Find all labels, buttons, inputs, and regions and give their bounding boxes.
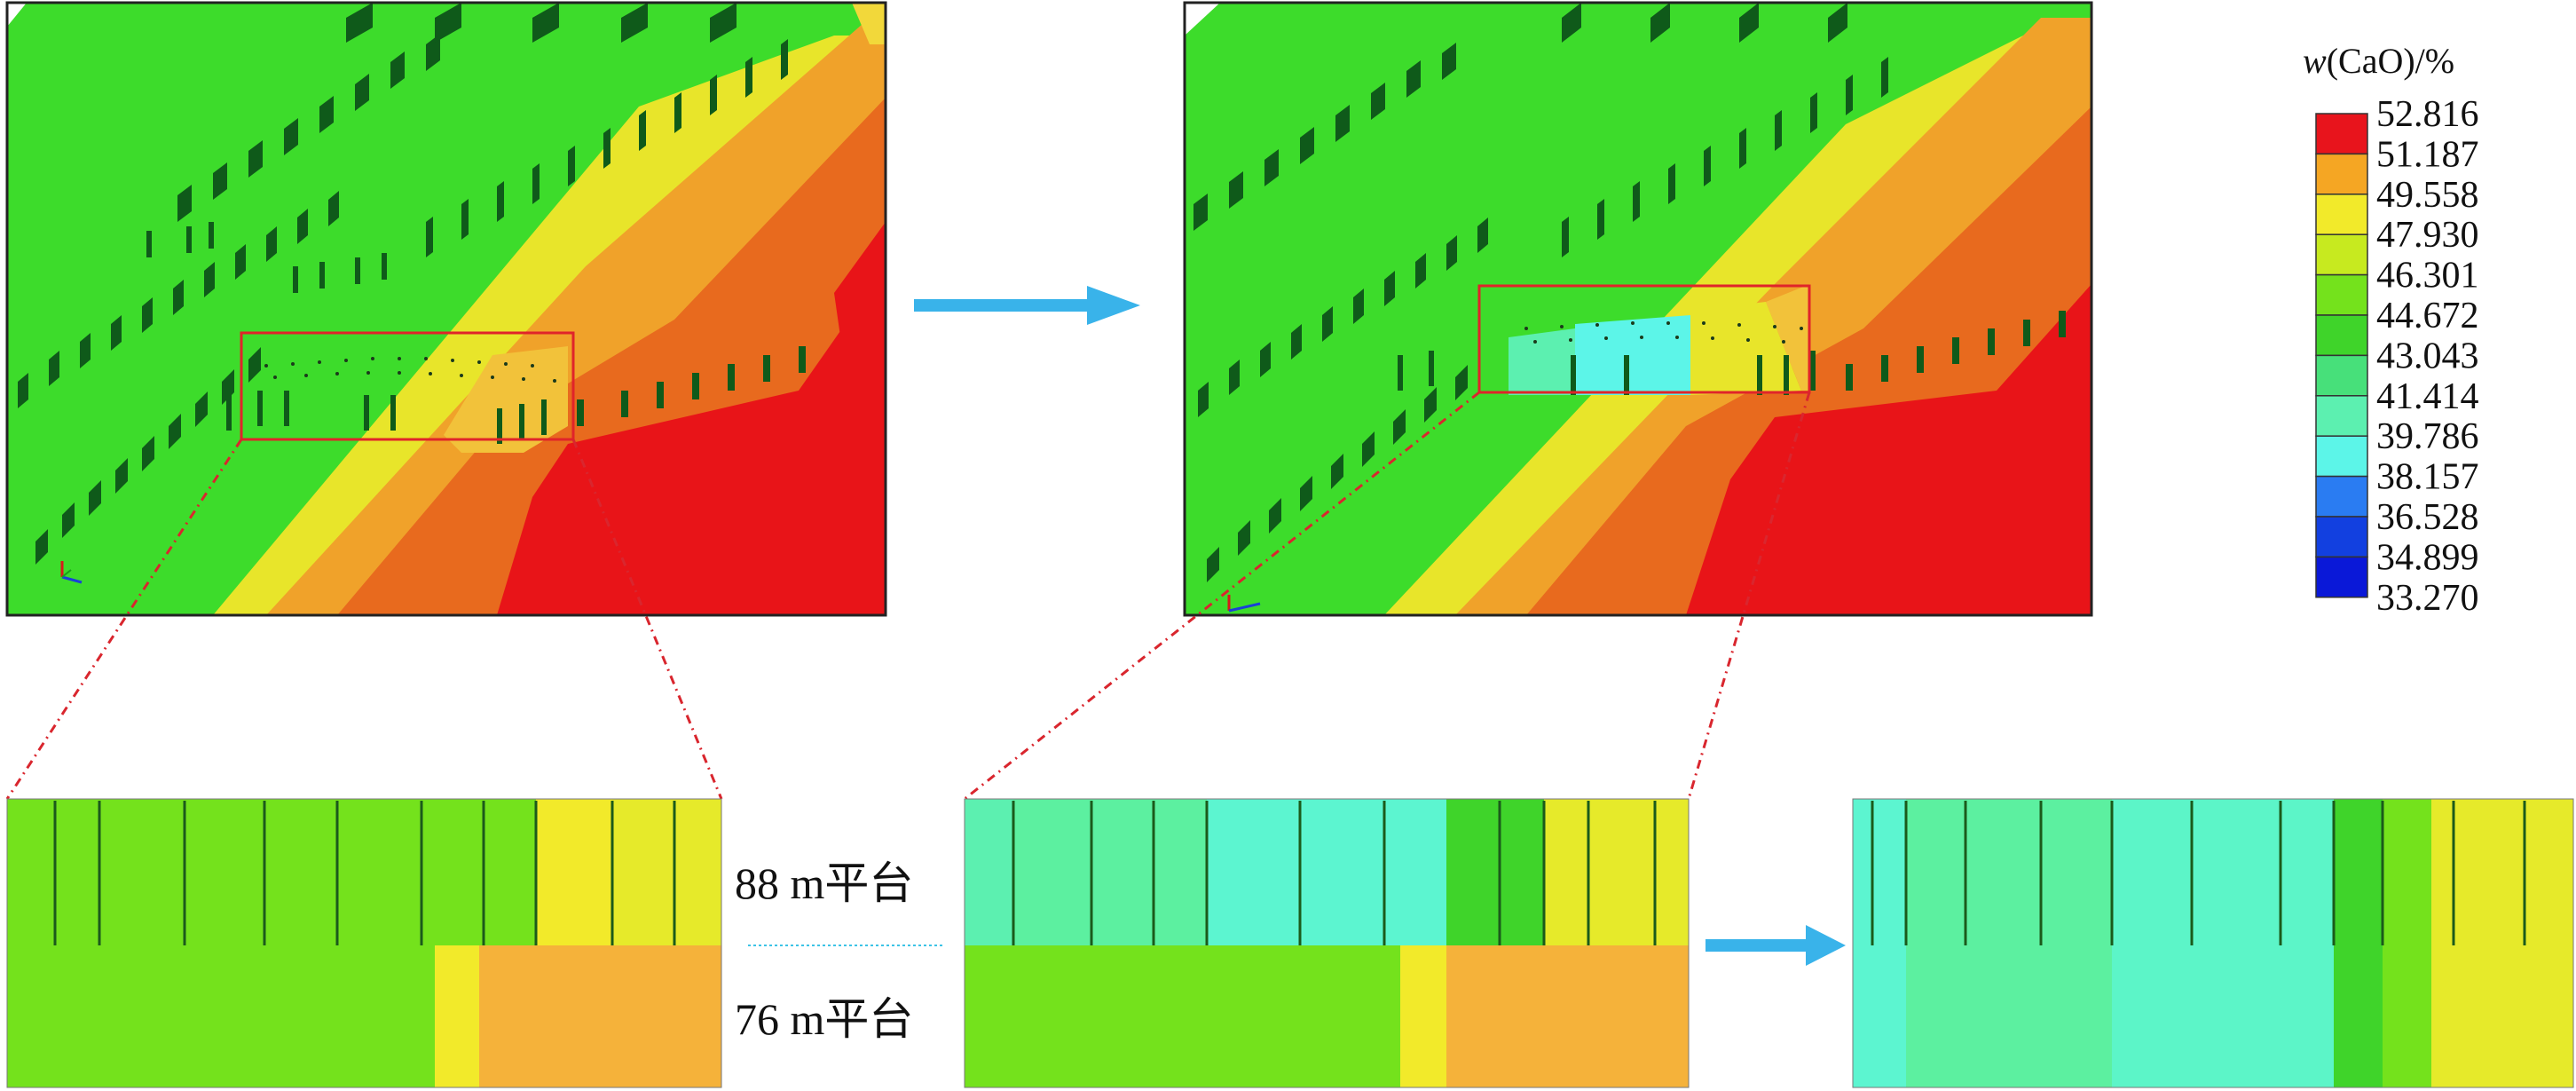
blast-hole-dots (264, 357, 556, 383)
axis-triad-icon (60, 561, 83, 584)
legend-swatch (2315, 475, 2368, 518)
legend-labels: 52.81651.18749.55847.93046.30144.67243.0… (2376, 94, 2479, 619)
borehole-rows (18, 3, 806, 565)
legend-swatch (2315, 556, 2368, 598)
blast-hole-dots (1524, 321, 1803, 344)
bottom-middle-section (964, 798, 1690, 1088)
top-right-model-view (1183, 1, 2093, 617)
legend-label: 36.528 (2376, 497, 2479, 538)
legend-title-var: w (2303, 41, 2327, 81)
legend-label: 52.816 (2376, 94, 2479, 135)
legend-label: 38.157 (2376, 457, 2479, 498)
legend-label: 43.043 (2376, 336, 2479, 376)
blended-region-cyan (1575, 315, 1690, 395)
section-boreholes (53, 801, 676, 945)
legend-swatch (2315, 354, 2368, 397)
blended-region-yellow (1690, 302, 1801, 395)
flow-arrow-top-icon (914, 286, 1140, 325)
section-boreholes (1012, 801, 1657, 945)
axis-triad-icon (1227, 595, 1261, 613)
legend-label: 41.414 (2376, 376, 2479, 417)
stratum-red (1686, 284, 2092, 615)
section-boreholes (1871, 801, 2526, 945)
bench-label-88m: 88 m平台 (735, 858, 913, 908)
legend-title: w(CaO)/% (2303, 41, 2454, 81)
flow-arrow-bottom-icon (1706, 925, 1846, 966)
legend-swatch (2315, 194, 2368, 235)
legend-swatch (2315, 516, 2368, 558)
legend-title-rest: (CaO)/% (2327, 41, 2454, 81)
legend-label: 33.270 (2376, 578, 2479, 619)
legend-label: 51.187 (2376, 134, 2479, 175)
legend-swatch (2315, 233, 2368, 276)
legend-swatch (2315, 395, 2368, 437)
highlight-box-right (1477, 284, 1811, 394)
legend-swatch (2315, 113, 2368, 155)
legend-swatch (2315, 273, 2368, 316)
legend-label: 47.930 (2376, 215, 2479, 256)
legend-swatches (2315, 113, 2368, 598)
bottom-right-section (1852, 798, 2574, 1088)
bench-label-76m: 76 m平台 (735, 994, 913, 1044)
bottom-left-section (6, 798, 722, 1088)
legend-swatch (2315, 314, 2368, 357)
stratum-red-upper (834, 222, 886, 417)
legend-label: 39.786 (2376, 416, 2479, 457)
legend-label: 49.558 (2376, 175, 2479, 216)
cao-legend: w(CaO)/% 52.81651.18749.55847.93046.3014… (2303, 41, 2479, 619)
stratum-red (497, 266, 886, 615)
legend-swatch (2315, 435, 2368, 478)
zoom-connector-lines (5, 391, 1811, 801)
legend-label: 44.672 (2376, 296, 2479, 336)
blended-region-teal (1509, 328, 1575, 395)
legend-label: 46.301 (2376, 256, 2479, 296)
stratum-step-block (444, 346, 568, 453)
legend-label: 34.899 (2376, 537, 2479, 578)
borehole-rows (1193, 3, 2066, 582)
highlight-box-left (240, 331, 575, 441)
top-left-model-view (5, 1, 887, 617)
legend-swatch (2315, 153, 2368, 195)
